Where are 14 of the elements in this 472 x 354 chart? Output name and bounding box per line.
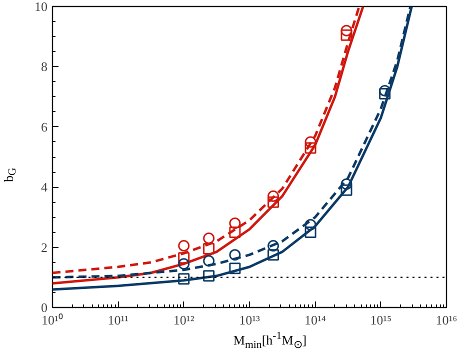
y-tick-label: 4 <box>41 180 48 195</box>
x-tick-label: 10¹⁶ <box>436 312 458 328</box>
x-tick-label: 10¹⁰ <box>42 312 64 328</box>
y-tick-label: 0 <box>41 300 48 315</box>
x-axis-title: M$_{min}$[h$^{-1}$M$_{⊙}$] <box>233 330 307 352</box>
x-tick-label: 10¹² <box>173 312 194 328</box>
y-tick-label: 8 <box>41 59 48 74</box>
x-tick-label: 10¹⁴ <box>304 312 326 328</box>
y-tick-label: 2 <box>41 240 48 255</box>
x-tick-label: 10¹³ <box>239 312 260 328</box>
y-tick-label: 10 <box>34 0 48 14</box>
y-tick-label: 6 <box>41 119 48 134</box>
x-tick-label: 10¹⁵ <box>370 312 392 328</box>
x-tick-label: 10¹¹ <box>108 312 129 328</box>
